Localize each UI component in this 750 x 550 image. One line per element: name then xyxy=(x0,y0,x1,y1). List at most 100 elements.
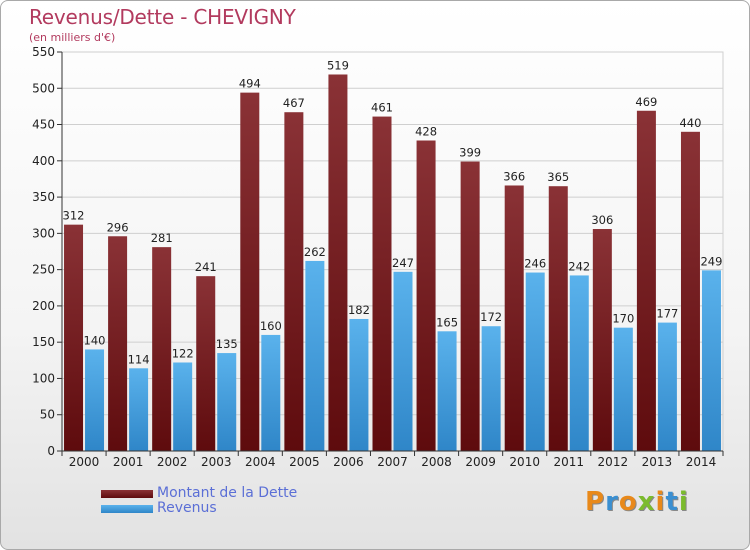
data-label-debt-2009: 399 xyxy=(459,146,481,160)
bar-revenus-2009 xyxy=(481,326,501,451)
x-tick-label-2003: 2003 xyxy=(201,455,232,469)
data-label-revenus-2000: 140 xyxy=(84,333,106,347)
bar-debt-2009 xyxy=(460,161,480,451)
data-label-revenus-2006: 182 xyxy=(348,303,370,317)
data-label-debt-2010: 366 xyxy=(503,169,525,183)
y-tick-label-300: 300 xyxy=(32,226,55,240)
bar-revenus-2007 xyxy=(393,271,413,451)
x-tick-label-2011: 2011 xyxy=(553,455,584,469)
bar-revenus-2013 xyxy=(657,322,677,451)
bars: 312 140 296 114 281 122 241 135 494 160 467 262 519 1… xyxy=(63,58,722,452)
chart-title: Revenus/Dette - CHEVIGNY xyxy=(29,5,296,29)
bar-revenus-2002 xyxy=(173,362,193,451)
y-tick-label-500: 500 xyxy=(32,81,55,95)
data-label-debt-2013: 469 xyxy=(635,95,657,109)
x-tick-label-2008: 2008 xyxy=(421,455,452,469)
data-label-revenus-2009: 172 xyxy=(480,310,502,324)
bar-debt-2014 xyxy=(680,131,700,452)
bar-revenus-2005 xyxy=(305,260,325,451)
legend-swatch-debt xyxy=(101,490,153,498)
chart-subtitle: (en milliers d'€) xyxy=(29,31,116,44)
logo-letter: i xyxy=(655,487,666,517)
y-tick-label-450: 450 xyxy=(32,118,55,132)
proxiti-logo: Proxiti xyxy=(585,487,689,517)
x-tick-label-2005: 2005 xyxy=(289,455,320,469)
y-tick-label-350: 350 xyxy=(32,190,55,204)
bar-revenus-2000 xyxy=(85,349,105,451)
bar-debt-2005 xyxy=(284,112,304,451)
bar-revenus-2003 xyxy=(217,353,237,451)
data-label-revenus-2003: 135 xyxy=(216,337,238,351)
bar-debt-2007 xyxy=(372,116,392,451)
x-tick-label-2009: 2009 xyxy=(465,455,496,469)
x-tick-label-2010: 2010 xyxy=(509,455,540,469)
data-label-revenus-2004: 160 xyxy=(260,319,282,333)
bar-debt-2008 xyxy=(416,140,436,452)
logo-letter: t xyxy=(665,487,679,517)
x-tick-label-2006: 2006 xyxy=(333,455,364,469)
data-label-revenus-2008: 165 xyxy=(436,315,458,329)
data-label-debt-2001: 296 xyxy=(107,220,129,234)
data-label-revenus-2014: 249 xyxy=(700,254,722,268)
data-label-debt-2008: 428 xyxy=(415,125,437,139)
data-label-revenus-2001: 114 xyxy=(128,352,150,366)
legend-label-debt: Montant de la Dette xyxy=(157,485,298,501)
y-tick-label-150: 150 xyxy=(32,335,55,349)
x-tick-label-2002: 2002 xyxy=(157,455,188,469)
bar-revenus-2001 xyxy=(129,368,149,451)
x-tick-label-2014: 2014 xyxy=(686,455,717,469)
x-tick-label-2004: 2004 xyxy=(245,455,276,469)
axes: 0 50 100 150 200 250 300 350 400 450 500 550 2000 200… xyxy=(32,45,724,469)
y-tick-label-250: 250 xyxy=(32,263,55,277)
data-label-revenus-2013: 177 xyxy=(656,307,678,321)
data-label-debt-2006: 519 xyxy=(327,58,349,72)
y-tick-label-50: 50 xyxy=(40,408,55,422)
bar-revenus-2012 xyxy=(613,327,633,451)
data-label-debt-2000: 312 xyxy=(63,209,85,223)
x-tick-label-2000: 2000 xyxy=(69,455,100,469)
y-tick-label-0: 0 xyxy=(47,444,55,458)
bar-revenus-2004 xyxy=(261,334,281,451)
bar-revenus-2006 xyxy=(349,318,369,451)
data-label-revenus-2010: 246 xyxy=(524,257,546,271)
x-tick-label-2012: 2012 xyxy=(598,455,629,469)
legend-label-revenus: Revenus xyxy=(157,500,217,516)
bar-debt-2003 xyxy=(196,276,216,451)
y-tick-label-200: 200 xyxy=(32,299,55,313)
data-label-debt-2005: 467 xyxy=(283,96,305,110)
logo-letter: i xyxy=(678,487,689,517)
logo-letter: P xyxy=(585,487,606,517)
bar-debt-2001 xyxy=(108,236,128,451)
logo-letter: x xyxy=(637,487,656,517)
y-tick-label-100: 100 xyxy=(32,371,55,385)
bar-debt-2006 xyxy=(328,74,348,452)
bar-debt-2002 xyxy=(152,247,172,451)
bar-debt-2000 xyxy=(64,224,84,451)
data-label-revenus-2005: 262 xyxy=(304,245,326,259)
bar-revenus-2008 xyxy=(437,331,457,451)
bar-debt-2010 xyxy=(504,185,524,451)
data-label-debt-2002: 281 xyxy=(151,231,173,245)
logo-letter: o xyxy=(618,487,638,517)
logo-letter: r xyxy=(605,487,619,517)
data-label-debt-2004: 494 xyxy=(239,77,261,91)
data-label-revenus-2012: 170 xyxy=(612,312,634,326)
y-tick-label-400: 400 xyxy=(32,154,55,168)
x-tick-label-2013: 2013 xyxy=(642,455,673,469)
bar-debt-2004 xyxy=(240,92,260,451)
data-label-revenus-2007: 247 xyxy=(392,256,414,270)
data-label-debt-2014: 440 xyxy=(679,116,701,130)
bar-revenus-2011 xyxy=(569,275,589,451)
y-tick-label-550: 550 xyxy=(32,45,55,59)
grid-lines xyxy=(61,51,724,452)
data-label-debt-2007: 461 xyxy=(371,101,393,115)
bar-debt-2013 xyxy=(636,110,656,452)
bar-debt-2011 xyxy=(548,186,568,451)
data-label-revenus-2002: 122 xyxy=(172,346,194,360)
bar-revenus-2010 xyxy=(525,272,545,451)
x-tick-label-2007: 2007 xyxy=(377,455,408,469)
data-label-debt-2011: 365 xyxy=(547,170,569,184)
bar-debt-2012 xyxy=(592,229,612,451)
